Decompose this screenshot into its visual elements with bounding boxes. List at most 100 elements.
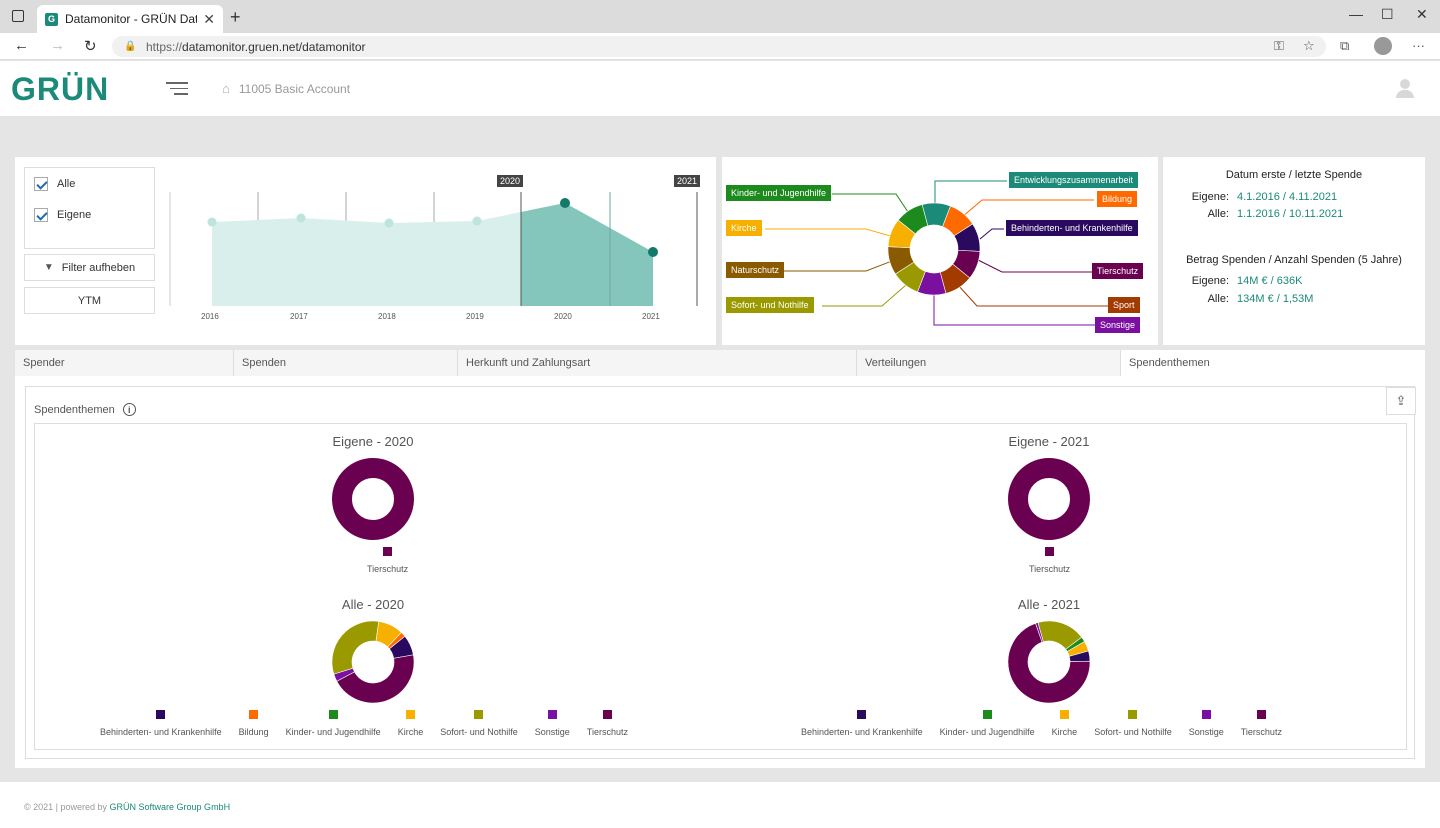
chart-title-alle-2021: Alle - 2021: [1017, 597, 1081, 612]
back-icon[interactable]: ←: [14, 37, 29, 54]
logo[interactable]: GRÜN: [11, 71, 110, 107]
filter-box: Alle Eigene: [24, 167, 155, 249]
user-icon[interactable]: [1396, 79, 1414, 99]
tab-header: Spender Spenden Herkunft und Zahlungsart…: [15, 350, 1425, 376]
donut-segment-kinder[interactable]: [1065, 636, 1085, 652]
legend-item-kirche[interactable]: Kirche: [398, 710, 423, 737]
label-naturschutz[interactable]: Naturschutz: [726, 262, 785, 278]
themes-donut-card: Kinder- und Jugendhilfe Kirche Naturschu…: [722, 157, 1158, 345]
legend-item-behinderten[interactable]: Behinderten- und Krankenhilfe: [801, 710, 923, 737]
label-kirche[interactable]: Kirche: [726, 220, 762, 236]
legend-item-sonstige[interactable]: Sonstige: [535, 710, 570, 737]
maximize-icon[interactable]: ☐: [1381, 6, 1394, 22]
label-entwicklung[interactable]: Entwicklungszusammenarbeit: [1009, 172, 1139, 188]
donut-segment-tierschutz[interactable]: [336, 654, 415, 704]
legend-eigene-2021: Tierschutz: [1029, 547, 1070, 574]
label-kinder[interactable]: Kinder- und Jugendhilfe: [726, 185, 832, 201]
menu-icon[interactable]: [166, 82, 188, 99]
funnel-icon: ▼: [43, 262, 54, 273]
legend-item-behinderten[interactable]: Behinderten- und Krankenhilfe: [100, 710, 222, 737]
app-header: GRÜN ⌂ 11005 Basic Account: [0, 61, 1440, 116]
tab-verteilungen[interactable]: Verteilungen: [857, 350, 1121, 376]
browser-tab[interactable]: G Datamonitor - GRÜN Data Moni ✕: [37, 5, 223, 33]
footer-company-link[interactable]: GRÜN Software Group GmbH: [109, 802, 231, 812]
timeline-card: Alle Eigene ▼ Filter aufheben YTM 2020 20…: [15, 157, 716, 345]
legend-item-kirche[interactable]: Kirche: [1052, 710, 1077, 737]
close-window-icon[interactable]: ✕: [1416, 6, 1428, 22]
tab-spenden[interactable]: Spenden: [234, 350, 458, 376]
timeline-chart[interactable]: [165, 172, 713, 332]
tab-spender[interactable]: Spender: [15, 350, 234, 376]
spendenthemen-panel: Spendenthemen i ⇪ Eigene - 2020 Eigene - …: [25, 386, 1416, 759]
export-button[interactable]: ⇪: [1386, 387, 1416, 415]
tab-actions-icon[interactable]: [12, 10, 24, 22]
checkbox-alle[interactable]: Alle: [34, 177, 75, 191]
donut-segment-tierschutz[interactable]: [332, 458, 414, 540]
clear-filter-button[interactable]: ▼ Filter aufheben: [24, 254, 155, 281]
legend-item-kinder[interactable]: Kinder- und Jugendhilfe: [286, 710, 381, 737]
donut-segment-sofort[interactable]: [331, 620, 380, 675]
range-start-marker[interactable]: 2020: [497, 175, 524, 187]
themes-charts: Eigene - 2020 Eigene - 2021 Alle - 2020 …: [34, 423, 1407, 750]
summary-card: Datum erste / letzte Spende Eigene: 4.1.2…: [1163, 157, 1425, 345]
legend-item-tierschutz[interactable]: Tierschutz: [1241, 710, 1282, 737]
chart-title-alle-2020: Alle - 2020: [341, 597, 405, 612]
reload-icon[interactable]: ↻: [84, 38, 97, 55]
account-selector[interactable]: ⌂ 11005 Basic Account: [222, 81, 351, 96]
legend-item-sonstige[interactable]: Sonstige: [1189, 710, 1224, 737]
legend-item-tierschutz[interactable]: Tierschutz: [367, 547, 408, 574]
chart-title-eigene-2021: Eigene - 2021: [1008, 434, 1090, 449]
label-sofort[interactable]: Sofort- und Nothilfe: [726, 297, 814, 313]
donut-segment-kinder[interactable]: [897, 204, 929, 235]
detail-panel: Spender Spenden Herkunft und Zahlungsart…: [15, 350, 1425, 768]
address-bar: ← → ↻ 🔒 https://datamonitor.gruen.net/da…: [0, 33, 1440, 60]
label-sport[interactable]: Sport: [1108, 297, 1140, 313]
url-field[interactable]: 🔒 https://datamonitor.gruen.net/datamoni…: [112, 36, 1326, 57]
legend-item-sofort[interactable]: Sofort- und Nothilfe: [1094, 710, 1172, 737]
legend-eigene-2020: Tierschutz: [367, 547, 408, 574]
browser-tab-bar: G Datamonitor - GRÜN Data Moni ✕ + — ☐ ✕: [0, 0, 1440, 33]
legend-item-bildung[interactable]: Bildung: [239, 710, 269, 737]
chart-title-eigene-2020: Eigene - 2020: [332, 434, 414, 449]
label-bildung[interactable]: Bildung: [1097, 191, 1138, 207]
legend-item-tierschutz[interactable]: Tierschutz: [1029, 547, 1070, 574]
footer: © 2021 | powered by GRÜN Software Group …: [0, 782, 1440, 828]
label-behinderten[interactable]: Behinderten- und Krankenhilfe: [1006, 220, 1138, 236]
forward-icon[interactable]: →: [50, 37, 65, 54]
minimize-icon[interactable]: —: [1349, 6, 1363, 22]
section-title: Spendenthemen i: [34, 403, 136, 416]
favicon-icon: G: [45, 12, 58, 26]
themes-donut-chart[interactable]: [722, 157, 1158, 345]
share-icon: ⇪: [1395, 393, 1407, 408]
summary-alle-amount: Alle: 134M € / 1,53M: [1207, 293, 1314, 305]
new-tab-icon[interactable]: +: [230, 7, 241, 27]
key-icon[interactable]: ⚿: [1274, 38, 1284, 53]
legend-item-tierschutz[interactable]: Tierschutz: [587, 710, 628, 737]
profile-icon[interactable]: [1374, 37, 1392, 55]
more-icon[interactable]: ···: [1412, 38, 1425, 53]
legend-item-kinder[interactable]: Kinder- und Jugendhilfe: [940, 710, 1035, 737]
info-icon[interactable]: i: [122, 403, 136, 416]
favorites-icon[interactable]: ☆: [1303, 38, 1315, 53]
lock-icon: 🔒: [124, 41, 137, 52]
collections-icon[interactable]: ⧉: [1340, 38, 1350, 53]
donut-segment-tierschutz[interactable]: [1008, 458, 1090, 540]
themes-donuts-svg[interactable]: [35, 424, 1408, 751]
tab-herkunft[interactable]: Herkunft und Zahlungsart: [458, 350, 857, 376]
summary-eigene-amount: Eigene: 14M € / 636K: [1191, 275, 1303, 287]
legend-alle-2020: Behinderten- und Krankenhilfe Bildung Ki…: [100, 710, 645, 737]
close-tab-icon[interactable]: ✕: [203, 10, 215, 27]
summary-eigene-date: Eigene: 4.1.2016 / 4.11.2021: [1191, 191, 1338, 203]
donut-segment-tierschutz[interactable]: [1007, 622, 1091, 704]
legend-item-sofort[interactable]: Sofort- und Nothilfe: [440, 710, 518, 737]
tab-spendenthemen[interactable]: Spendenthemen: [1121, 350, 1425, 376]
summary-alle-date: Alle: 1.1.2016 / 10.11.2021: [1207, 208, 1344, 220]
ytm-button[interactable]: YTM: [24, 287, 155, 314]
checkbox-eigene[interactable]: Eigene: [34, 208, 91, 222]
legend-alle-2021: Behinderten- und Krankenhilfe Kinder- un…: [801, 710, 1299, 737]
range-end-marker[interactable]: 2021: [674, 175, 701, 187]
label-sonstige[interactable]: Sonstige: [1095, 317, 1141, 333]
label-tierschutz[interactable]: Tierschutz: [1092, 263, 1144, 279]
org-icon: ⌂: [222, 81, 230, 96]
tab-title: Datamonitor - GRÜN Data Moni: [65, 12, 198, 26]
